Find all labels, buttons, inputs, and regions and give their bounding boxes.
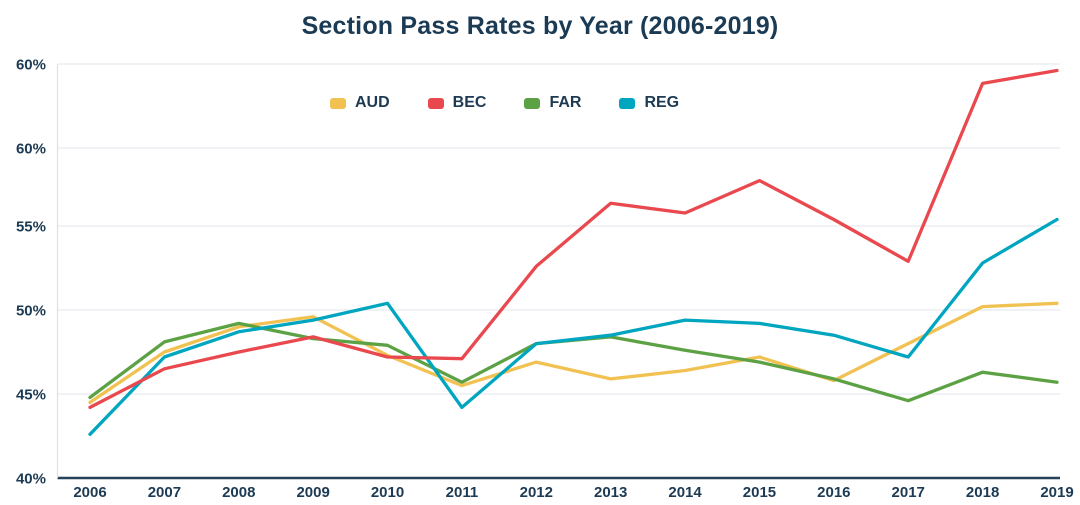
- y-tick-label: 60%: [16, 141, 46, 158]
- x-tick-label: 2009: [296, 484, 329, 501]
- legend-label-AUD: AUD: [355, 94, 390, 111]
- legend-item-BEC: BEC: [427, 94, 487, 112]
- x-tick-label: 2014: [668, 484, 702, 501]
- chart-legend: AUD BEC FAR REG: [330, 94, 679, 112]
- legend-label-REG: REG: [644, 94, 680, 111]
- y-tick-label: 60%: [16, 57, 46, 74]
- y-tick-label: 45%: [16, 387, 46, 404]
- y-tick-label: 55%: [16, 219, 46, 236]
- x-axis-labels: 2006 2007 2008 2009 2010 2011 2012 2013 2014 2015…: [73, 484, 1073, 501]
- legend-label-BEC: BEC: [452, 94, 487, 111]
- legend-swatch-REG: [619, 97, 636, 109]
- x-tick-label: 2011: [446, 484, 479, 501]
- series-line-REG: [88, 217, 1059, 436]
- y-tick-label: 50%: [16, 303, 46, 320]
- x-tick-label: 2007: [148, 484, 181, 501]
- legend-label-FAR: FAR: [549, 94, 582, 111]
- legend-item-REG: REG: [619, 94, 679, 112]
- x-tick-label: 2019: [1040, 484, 1073, 501]
- x-tick-label: 2017: [892, 484, 925, 501]
- x-tick-label: 2015: [743, 484, 776, 501]
- legend-swatch-AUD: [330, 97, 346, 109]
- x-tick-label: 2016: [817, 484, 850, 501]
- x-tick-label: 2008: [222, 484, 255, 501]
- gridlines: [56, 63, 1060, 480]
- y-tick-label: 40%: [16, 471, 46, 488]
- legend-item-AUD: AUD: [330, 94, 390, 112]
- y-axis-labels: 40% 45% 50% 55% 60% 60%: [16, 57, 46, 488]
- legend-swatch-FAR: [524, 97, 541, 109]
- x-tick-label: 2018: [966, 484, 999, 501]
- x-tick-label: 2012: [520, 484, 553, 501]
- x-tick-label: 2013: [594, 484, 627, 501]
- x-tick-label: 2006: [73, 484, 106, 501]
- legend-item-FAR: FAR: [524, 94, 581, 112]
- x-tick-label: 2010: [371, 484, 404, 501]
- chart-title: Section Pass Rates by Year (2006-2019): [301, 12, 779, 40]
- legend-swatch-BEC: [427, 97, 444, 109]
- series-line-BEC: [88, 68, 1059, 410]
- series-line-FAR: [88, 321, 1059, 403]
